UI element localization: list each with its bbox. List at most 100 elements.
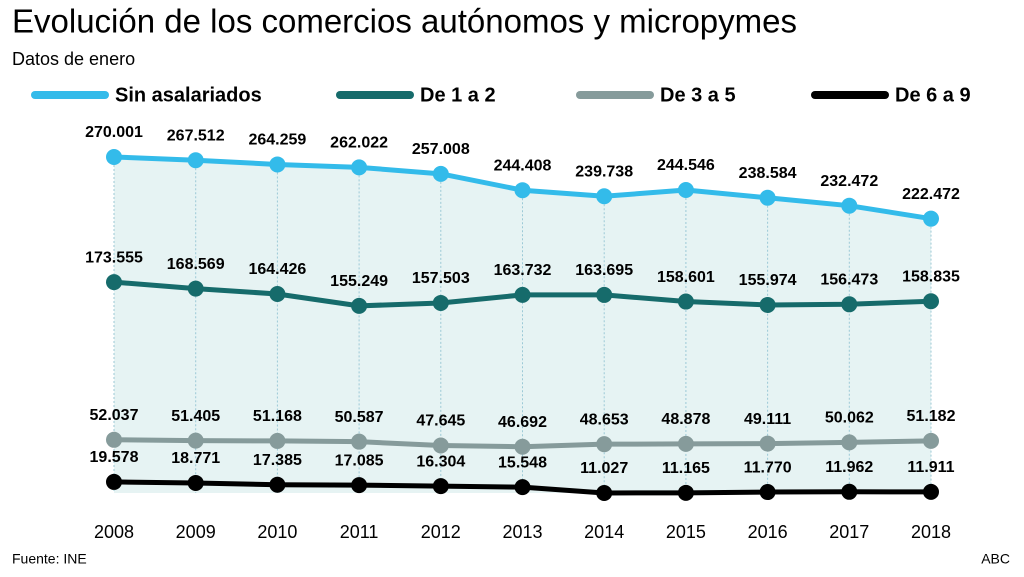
data-label: 264.259 — [248, 132, 306, 149]
point — [596, 286, 613, 303]
data-label: 270.001 — [85, 124, 143, 141]
point — [759, 484, 776, 501]
data-label: 52.037 — [90, 407, 139, 424]
data-label: 163.732 — [494, 262, 552, 279]
point — [269, 476, 286, 493]
x-tick-label: 2009 — [176, 522, 216, 542]
point — [759, 189, 776, 206]
point — [841, 296, 858, 313]
source: Fuente: INE — [12, 551, 87, 567]
chart-title: Evolución de los comercios autónomos y m… — [12, 3, 797, 40]
chart-subtitle: Datos de enero — [12, 49, 135, 69]
point — [432, 294, 449, 311]
data-label: 238.584 — [739, 165, 797, 182]
point — [187, 280, 204, 297]
point — [677, 293, 694, 310]
point — [269, 432, 286, 449]
data-label: 262.022 — [330, 135, 388, 152]
x-tick-label: 2018 — [911, 522, 951, 542]
data-label: 267.512 — [167, 127, 225, 144]
x-tick-label: 2016 — [748, 522, 788, 542]
data-label: 158.835 — [902, 268, 960, 285]
point — [596, 436, 613, 453]
point — [187, 432, 204, 449]
data-label: 11.165 — [662, 460, 710, 477]
point — [841, 197, 858, 214]
point — [514, 479, 531, 496]
point — [677, 182, 694, 199]
data-label: 11.911 — [907, 459, 954, 476]
data-label: 48.653 — [580, 411, 629, 428]
data-label: 157.503 — [412, 270, 470, 287]
x-tick-label: 2008 — [94, 522, 134, 542]
data-label: 222.472 — [902, 186, 960, 203]
data-label: 163.695 — [575, 262, 633, 279]
data-label: 168.569 — [167, 256, 225, 273]
point — [923, 293, 939, 310]
point — [432, 478, 449, 495]
point — [923, 210, 939, 227]
data-label: 19.578 — [90, 449, 139, 466]
point — [677, 484, 694, 501]
point — [106, 473, 122, 490]
data-label: 155.249 — [330, 273, 388, 290]
data-label: 46.692 — [498, 414, 547, 431]
data-label: 158.601 — [657, 269, 715, 286]
legend-label: De 1 a 2 — [420, 84, 496, 106]
point — [351, 159, 368, 176]
legend-label: Sin asalariados — [115, 84, 262, 106]
data-label: 232.472 — [820, 173, 878, 190]
data-label: 51.405 — [171, 408, 220, 425]
legend-label: De 3 a 5 — [660, 84, 736, 106]
point — [514, 182, 531, 199]
point — [841, 434, 858, 451]
data-label: 50.587 — [335, 409, 384, 426]
data-label: 244.546 — [657, 157, 715, 174]
data-label: 51.182 — [907, 408, 956, 425]
data-label: 244.408 — [494, 157, 552, 174]
point — [432, 437, 449, 454]
point — [106, 274, 122, 291]
credit: ABC — [981, 551, 1010, 567]
data-label: 239.738 — [575, 163, 633, 180]
data-label: 16.304 — [416, 453, 465, 470]
area — [114, 157, 931, 493]
point — [923, 432, 939, 449]
x-tick-label: 2013 — [502, 522, 542, 542]
x-tick-label: 2014 — [584, 522, 624, 542]
data-label: 17.085 — [335, 452, 384, 469]
data-label: 51.168 — [253, 408, 302, 425]
legend-label: De 6 a 9 — [895, 84, 971, 106]
point — [923, 483, 939, 500]
data-label: 155.974 — [739, 272, 797, 289]
data-label: 47.645 — [416, 413, 465, 430]
point — [351, 297, 368, 314]
x-tick-label: 2017 — [829, 522, 869, 542]
x-tick-label: 2010 — [257, 522, 297, 542]
point — [106, 149, 122, 165]
point — [351, 433, 368, 450]
point — [106, 431, 122, 448]
data-label: 11.027 — [580, 460, 628, 477]
point — [269, 285, 286, 302]
point — [596, 188, 613, 205]
point — [759, 296, 776, 313]
data-label: 18.771 — [171, 450, 220, 467]
data-label: 48.878 — [661, 411, 710, 428]
x-tick-label: 2011 — [340, 522, 379, 542]
x-tick-label: 2012 — [421, 522, 461, 542]
point — [596, 485, 613, 501]
data-label: 164.426 — [248, 261, 306, 278]
point — [187, 152, 204, 169]
data-label: 50.062 — [825, 410, 874, 427]
point — [187, 474, 204, 491]
data-label: 17.385 — [253, 452, 302, 469]
data-label: 11.770 — [744, 459, 792, 476]
data-label: 257.008 — [412, 141, 470, 158]
data-label: 15.548 — [498, 454, 547, 471]
point — [514, 286, 531, 303]
point — [514, 438, 531, 455]
data-label: 49.111 — [744, 411, 791, 428]
data-label: 173.555 — [85, 249, 143, 266]
